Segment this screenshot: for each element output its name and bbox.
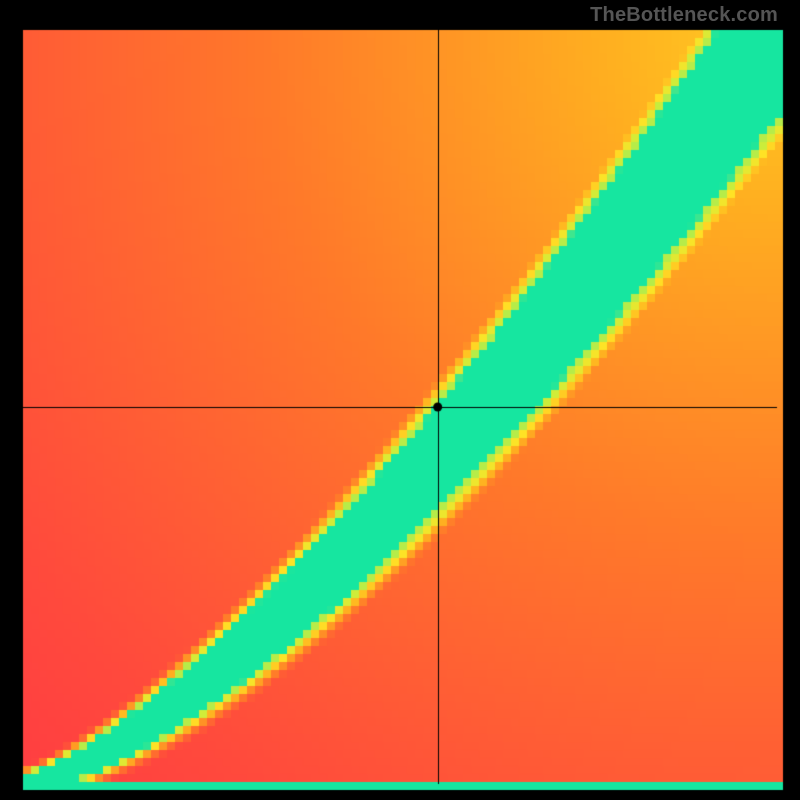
watermark-text: TheBottleneck.com: [590, 4, 778, 27]
stage: TheBottleneck.com: [0, 0, 800, 800]
heatmap-canvas: [0, 0, 800, 800]
